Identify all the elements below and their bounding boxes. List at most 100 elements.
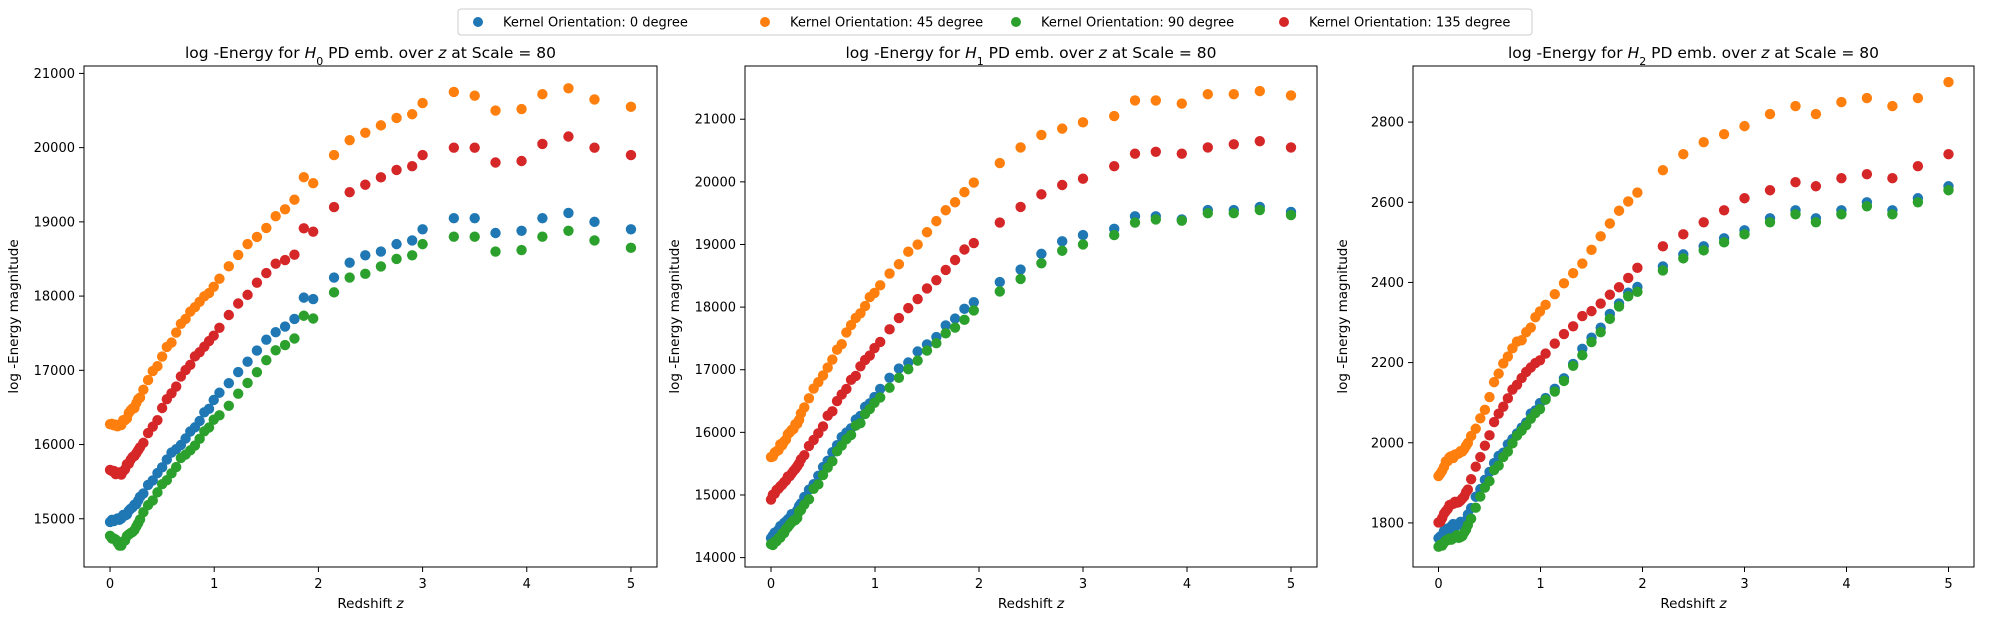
data-point [1567, 360, 1579, 371]
data-point [1475, 451, 1486, 463]
data-point [845, 429, 857, 441]
data-point [1613, 205, 1625, 216]
data-point [1604, 218, 1616, 229]
data-point [469, 231, 480, 242]
x-axis-label: Redshift z [998, 596, 1065, 612]
x-tick-label: 3 [418, 577, 426, 592]
data-point [1810, 181, 1822, 192]
y-tick-label: 17000 [695, 363, 736, 378]
data-point [251, 366, 263, 378]
data-point [152, 414, 163, 426]
data-point [1465, 513, 1477, 524]
data-point [1176, 148, 1188, 159]
data-point [1540, 394, 1551, 405]
x-tick-label: 5 [627, 577, 635, 592]
data-point [298, 223, 310, 234]
x-tick-label: 1 [871, 577, 879, 592]
data-point [1790, 209, 1801, 220]
data-point [994, 276, 1005, 288]
data-point [1057, 245, 1068, 256]
data-point [360, 179, 371, 190]
data-point [836, 338, 847, 350]
data-point [1810, 217, 1822, 228]
legend: Kernel Orientation: 0 degree Kernel Orien… [457, 8, 1533, 36]
data-point [242, 289, 253, 301]
series-0 [104, 207, 637, 528]
data-point [1254, 204, 1266, 216]
data-point [490, 157, 501, 168]
data-point [298, 171, 310, 183]
data-point [1632, 262, 1643, 274]
data-point [1861, 201, 1873, 212]
data-point [1595, 231, 1606, 242]
data-point [1577, 310, 1588, 322]
data-point [194, 433, 205, 445]
data-point [817, 469, 829, 481]
data-point [1567, 321, 1579, 332]
data-point [1943, 76, 1954, 88]
data-point [625, 242, 637, 254]
data-point [1479, 440, 1491, 451]
data-point [893, 363, 905, 374]
data-point [344, 186, 355, 198]
data-point [328, 272, 340, 283]
data-point [1764, 217, 1776, 228]
data-point [375, 261, 387, 272]
data-point [203, 422, 215, 433]
chart-panel-1: log -Energy for H1 PD emb. over z at Sca… [667, 44, 1318, 612]
y-tick-label: 19000 [695, 238, 736, 253]
data-point [232, 298, 244, 309]
data-point [589, 94, 600, 105]
data-point [1462, 484, 1474, 495]
data-point [279, 339, 291, 351]
data-point [328, 201, 340, 213]
data-point [1613, 301, 1625, 312]
data-point [1129, 95, 1141, 106]
data-point [391, 253, 402, 265]
data-point [469, 142, 480, 153]
data-point [827, 354, 838, 365]
data-point [138, 384, 149, 395]
data-point [1678, 229, 1689, 240]
data-point [1887, 100, 1898, 112]
data-point [803, 494, 815, 505]
data-point [864, 350, 875, 361]
data-point [214, 322, 225, 333]
data-point [959, 303, 970, 315]
data-point [1129, 148, 1141, 159]
data-point [469, 90, 480, 101]
data-point [940, 205, 951, 216]
data-point [1479, 404, 1491, 416]
data-point [903, 302, 914, 314]
y-tick-label: 18000 [34, 290, 75, 305]
data-point [869, 287, 880, 299]
data-point [1525, 322, 1537, 333]
data-point [625, 149, 637, 161]
data-point [406, 161, 418, 172]
x-tick-label: 3 [1079, 577, 1087, 592]
x-tick-label: 0 [1434, 577, 1442, 592]
data-point [1057, 123, 1068, 134]
data-point [1739, 193, 1750, 204]
chart-title: log -Energy for H1 PD emb. over z at Sca… [845, 44, 1216, 68]
data-point [1912, 197, 1924, 208]
data-point [1176, 98, 1188, 109]
x-tick-label: 5 [1944, 577, 1952, 592]
data-point [308, 313, 319, 324]
data-point [138, 437, 149, 449]
plot-area-frame [83, 65, 658, 568]
x-tick-label: 5 [1287, 577, 1295, 592]
x-tick-label: 0 [767, 577, 775, 592]
data-point [893, 312, 905, 324]
data-point [1493, 368, 1504, 379]
data-point [1623, 196, 1634, 207]
data-point [903, 246, 914, 257]
data-point [1015, 201, 1026, 213]
x-tick-label: 2 [1638, 577, 1646, 592]
data-point [1285, 142, 1297, 153]
data-point [1036, 129, 1047, 141]
data-point [893, 259, 905, 270]
data-point [1632, 286, 1643, 298]
data-point [1657, 241, 1669, 252]
x-tick-label: 4 [1183, 577, 1191, 592]
